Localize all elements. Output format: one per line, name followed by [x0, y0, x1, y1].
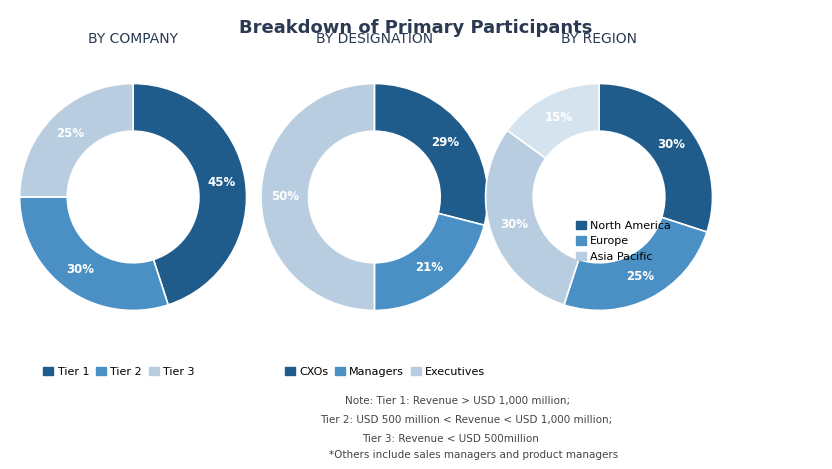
Text: 30%: 30% [67, 263, 95, 276]
Text: Breakdown of Primary Participants: Breakdown of Primary Participants [240, 19, 592, 37]
Wedge shape [508, 83, 599, 159]
Text: 25%: 25% [56, 127, 84, 140]
Wedge shape [564, 217, 707, 310]
Title: BY COMPANY: BY COMPANY [88, 32, 178, 46]
Text: Tier 2: USD 500 million < Revenue < USD 1,000 million;: Tier 2: USD 500 million < Revenue < USD … [320, 415, 612, 425]
Text: *Others include sales managers and product managers: *Others include sales managers and produ… [329, 450, 618, 460]
Wedge shape [486, 130, 579, 305]
Legend: North America, Europe, Asia Pacific: North America, Europe, Asia Pacific [572, 216, 676, 266]
Text: 30%: 30% [657, 138, 686, 151]
Wedge shape [374, 213, 484, 310]
Wedge shape [20, 197, 168, 310]
Text: 21%: 21% [415, 261, 443, 274]
Wedge shape [261, 83, 374, 310]
Text: Note: Tier 1: Revenue > USD 1,000 million;: Note: Tier 1: Revenue > USD 1,000 millio… [345, 396, 571, 406]
Wedge shape [133, 83, 246, 305]
Text: 50%: 50% [270, 190, 299, 204]
Legend: CXOs, Managers, Executives: CXOs, Managers, Executives [280, 363, 490, 381]
Title: BY DESIGNATION: BY DESIGNATION [316, 32, 433, 46]
Legend: Tier 1, Tier 2, Tier 3: Tier 1, Tier 2, Tier 3 [39, 363, 199, 381]
Title: BY REGION: BY REGION [561, 32, 637, 46]
Wedge shape [20, 83, 133, 197]
Text: 29%: 29% [431, 136, 459, 149]
Text: 30%: 30% [500, 218, 527, 231]
Text: 15%: 15% [544, 111, 572, 124]
Wedge shape [599, 83, 712, 232]
Text: 25%: 25% [626, 270, 654, 283]
Text: Tier 3: Revenue < USD 500million: Tier 3: Revenue < USD 500million [362, 434, 539, 444]
Wedge shape [374, 83, 488, 225]
Text: 45%: 45% [207, 176, 235, 189]
